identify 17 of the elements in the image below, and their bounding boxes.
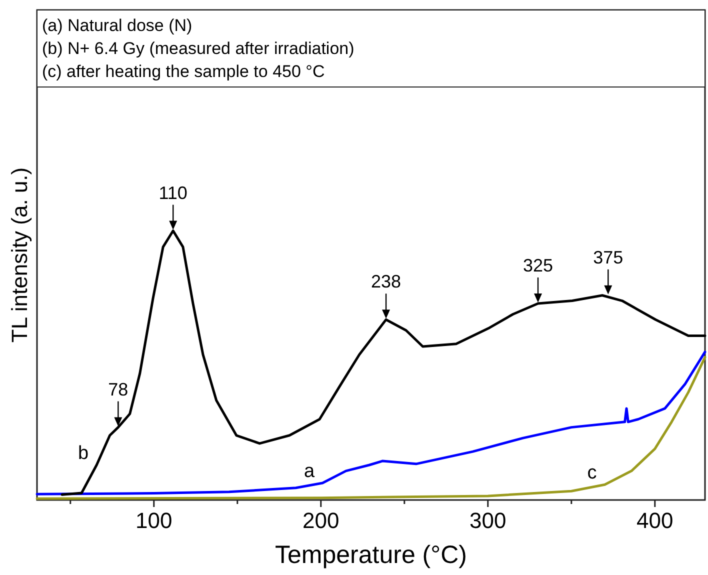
annotation: 110 bbox=[158, 182, 188, 203]
x-tick-label: 400 bbox=[636, 508, 674, 533]
x-axis-title: Temperature (°C) bbox=[275, 541, 467, 569]
x-tick-label: 200 bbox=[302, 508, 340, 533]
annotation: 325 bbox=[522, 255, 554, 276]
series-label: c bbox=[587, 462, 597, 484]
annotation: 375 bbox=[593, 247, 624, 268]
annotation: 238 bbox=[371, 272, 402, 292]
y-axis-title: TL intensity (a. u.) bbox=[7, 167, 32, 343]
x-tick-label: 300 bbox=[470, 508, 506, 533]
series-label: b bbox=[78, 443, 89, 464]
annotation: 78 bbox=[108, 379, 128, 400]
series-label: a bbox=[304, 461, 315, 482]
x-tick-label: 100 bbox=[136, 508, 172, 533]
text: (b) N+ 6.4 Gy (measured after irradiation) bbox=[42, 39, 354, 58]
text: (a) Natural dose (N) bbox=[42, 16, 192, 35]
text: (c) after heating the sample to 450 °C bbox=[42, 62, 325, 81]
